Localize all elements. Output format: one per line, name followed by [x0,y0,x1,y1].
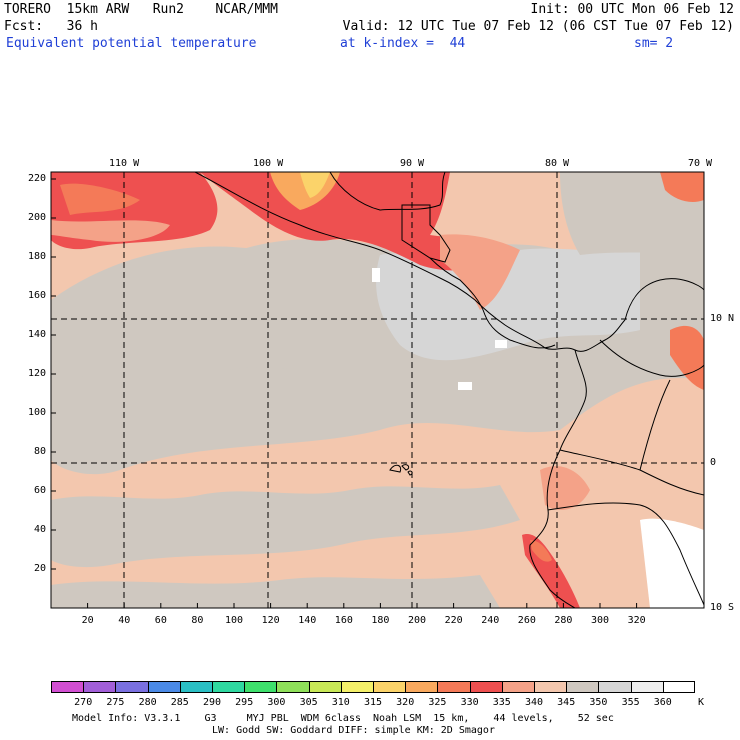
x-tick-label: 40 [118,615,131,626]
colorbar-label: 335 [492,697,511,708]
colorbar-label: 315 [363,697,383,708]
y-tick-label: 220 [28,173,47,184]
x-tick-label: 100 [225,615,244,626]
x-tick-label: 140 [298,615,317,626]
colorbar-swatch [276,681,309,693]
y-tick-label: 140 [28,329,47,340]
colorbar-label: 295 [235,697,254,708]
colorbar-swatch [83,681,116,693]
model-info: Model Info: V3.3.1 G3 MYJ PBL WDM 6class… [72,713,614,724]
colorbar-swatch [598,681,631,693]
colorbar-swatch [437,681,470,693]
coastlines [194,172,704,608]
x-tick-label: 280 [554,615,573,626]
graticule [51,172,704,608]
init-time: Init: 00 UTC Mon 06 Feb 12 [530,2,735,17]
lon-label-70w: 70 W [688,158,713,169]
y-tick-label: 160 [28,290,47,301]
x-tick-label: 80 [191,615,204,626]
x-tick-label: 220 [444,615,463,626]
y-tick-label: 100 [28,407,47,418]
colorbar-label: 345 [557,697,576,708]
colorbar-swatch [405,681,438,693]
colorbar-label: 310 [331,697,350,708]
colorbar-label: 330 [460,697,479,708]
x-tick-label: 60 [154,615,167,626]
lat-label-10s: 10 S [710,602,735,613]
x-tick-label: 300 [591,615,610,626]
x-tick-label: 240 [481,615,500,626]
field-name: Equivalent potential temperature [6,36,257,51]
colorbar-swatch [51,681,84,693]
colorbar-label: 350 [589,697,608,708]
colorbar-label: 275 [106,697,125,708]
colorbar-swatch [179,681,212,693]
x-tick-label: 20 [81,615,94,626]
colorbar-label: 300 [267,697,286,708]
colorbar-swatch [115,681,148,693]
y-tick-label: 20 [34,563,47,574]
colorbar-label: 320 [396,697,415,708]
y-tick-label: 120 [28,368,47,379]
colorbar-unit: K [698,697,705,708]
colorbar-swatch [630,681,663,693]
x-tick-label: 180 [371,615,390,626]
colorbar-swatch [469,681,502,693]
y-tick-label: 200 [28,212,47,223]
x-tick-label: 160 [334,615,353,626]
colorbar-label: 290 [202,697,222,708]
colorbar-swatch [373,681,406,693]
lat-label-0: 0 [710,457,717,468]
x-tick-marks [87,603,638,608]
colorbar-swatch [308,681,341,693]
colorbar-label: 325 [428,697,447,708]
y-tick-label: 60 [34,485,47,496]
valid-time: Valid: 12 UTC Tue 07 Feb 12 (06 CST Tue … [342,19,734,34]
colorbar-label: 285 [170,697,189,708]
x-tick-label: 320 [627,615,646,626]
colorbar-swatch [244,681,277,693]
colorbar-label: 280 [138,697,157,708]
colorbar-swatch [501,681,534,693]
x-tick-label: 260 [517,615,536,626]
y-tick-label: 40 [34,524,47,535]
y-tick-marks [51,178,56,570]
colorbar-swatch [212,681,245,693]
lon-label-100w: 100 W [253,158,284,169]
colorbar-swatch [340,681,373,693]
level-index: at k-index = 44 [340,36,466,51]
x-tick-label: 120 [261,615,280,626]
colorbar-label: 305 [299,697,318,708]
colorbar-swatch [662,681,695,693]
lon-label-80w: 80 W [545,158,570,169]
colorbar-label: 360 [653,697,672,708]
smoothing-value: sm= 2 [634,36,674,51]
y-tick-label: 80 [34,446,47,457]
physics-info: LW: Godd SW: Goddard DIFF: simple KM: 2D… [212,725,495,736]
model-title: TORERO 15km ARW Run2 NCAR/MMM [4,2,278,17]
colorbar-swatch [566,681,599,693]
theta-e-field [51,172,704,608]
colorbar-label: 355 [621,697,640,708]
lon-label-90w: 90 W [400,158,425,169]
colorbar-swatch [147,681,180,693]
lon-label-110w: 110 W [109,158,140,169]
colorbar-label: 340 [524,697,544,708]
map-frame [50,171,705,609]
colorbar-label: 270 [74,697,93,708]
colorbar-swatch [534,681,567,693]
y-tick-label: 180 [28,251,47,262]
lat-label-10n: 10 N [710,313,735,324]
forecast-hour: Fcst: 36 h [4,19,98,34]
x-tick-label: 200 [408,615,427,626]
